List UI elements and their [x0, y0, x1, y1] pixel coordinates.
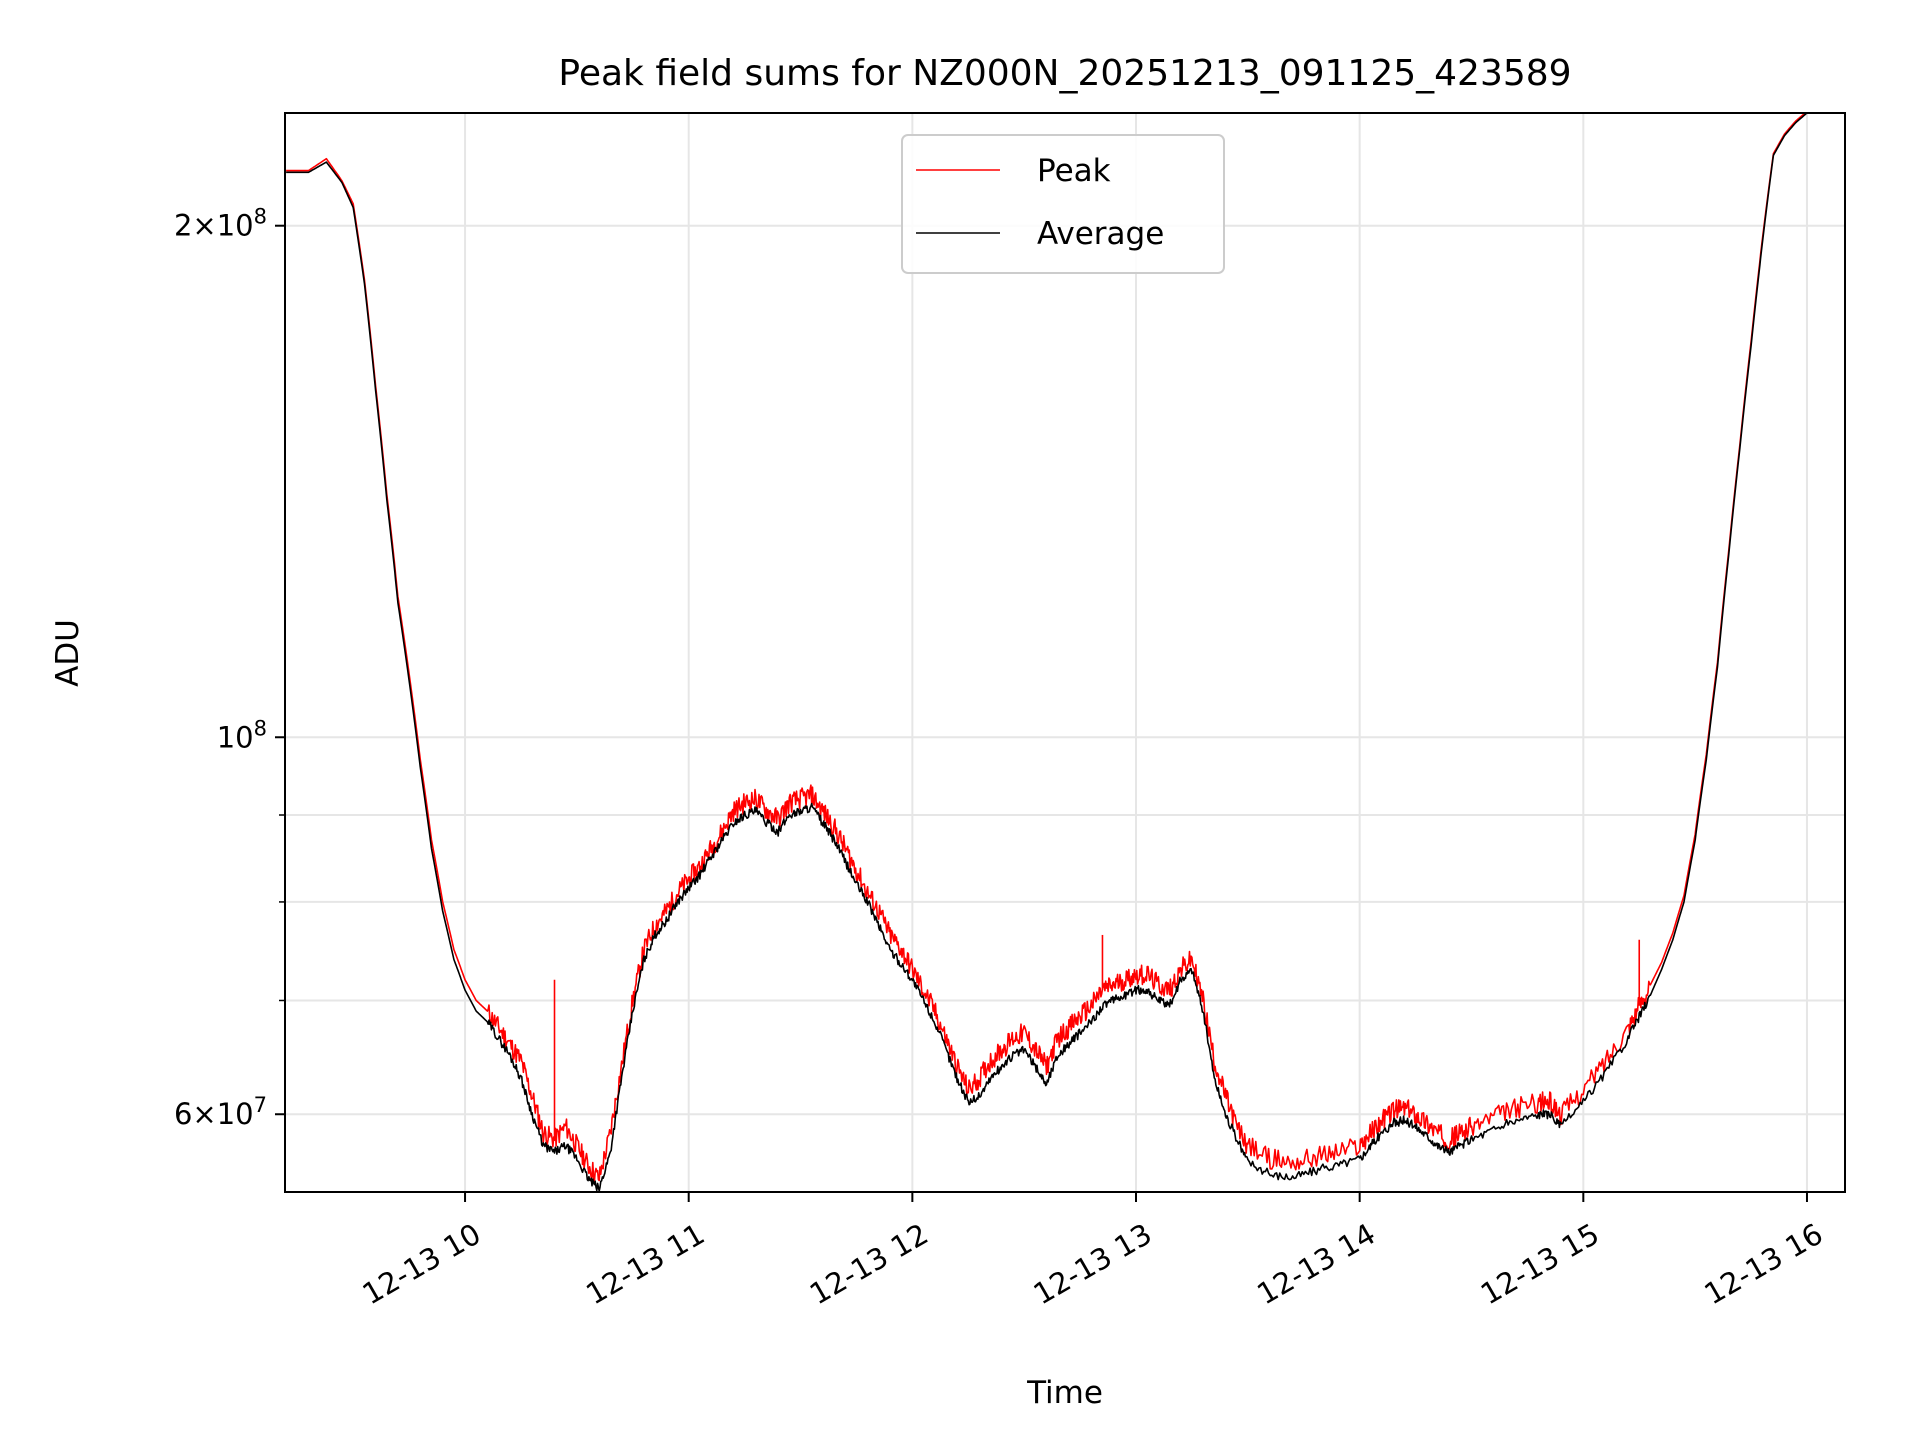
x-tick-label: 12-13 10 [357, 1217, 487, 1312]
x-axis-label: Time [1026, 1375, 1103, 1411]
x-tick-label: 12-13 11 [580, 1217, 710, 1312]
chart-title: Peak field sums for NZ000N_20251213_0911… [558, 53, 1571, 94]
plot-frame [284, 112, 1846, 1193]
x-tick-label: 12-13 13 [1028, 1217, 1158, 1312]
y-axis-label: ADU [50, 619, 86, 687]
x-tick-label: 12-13 16 [1699, 1217, 1829, 1312]
legend-average-label: Average [1037, 216, 1164, 252]
grid [285, 113, 1845, 1192]
x-axis: 12-13 10 12-13 11 12-13 12 12-13 13 12-13 14… [357, 1192, 1829, 1312]
y-tick-label: 108 [217, 716, 267, 754]
x-tick-label: 12-13 12 [804, 1217, 934, 1312]
plot-area [286, 113, 1807, 1192]
y-tick-label: 2×108 [174, 205, 267, 243]
peak-series-line [286, 113, 1807, 1183]
x-tick-label: 12-13 15 [1475, 1217, 1605, 1312]
y-tick-label: 6×107 [174, 1093, 267, 1131]
y-axis: 6×107 108 2×108 [174, 205, 285, 1131]
peak-spikes [553, 934, 1641, 1140]
x-tick-label: 12-13 14 [1251, 1217, 1381, 1312]
legend: Peak Average [901, 134, 1225, 274]
average-series-line [286, 113, 1807, 1192]
legend-peak-label: Peak [1037, 153, 1111, 189]
